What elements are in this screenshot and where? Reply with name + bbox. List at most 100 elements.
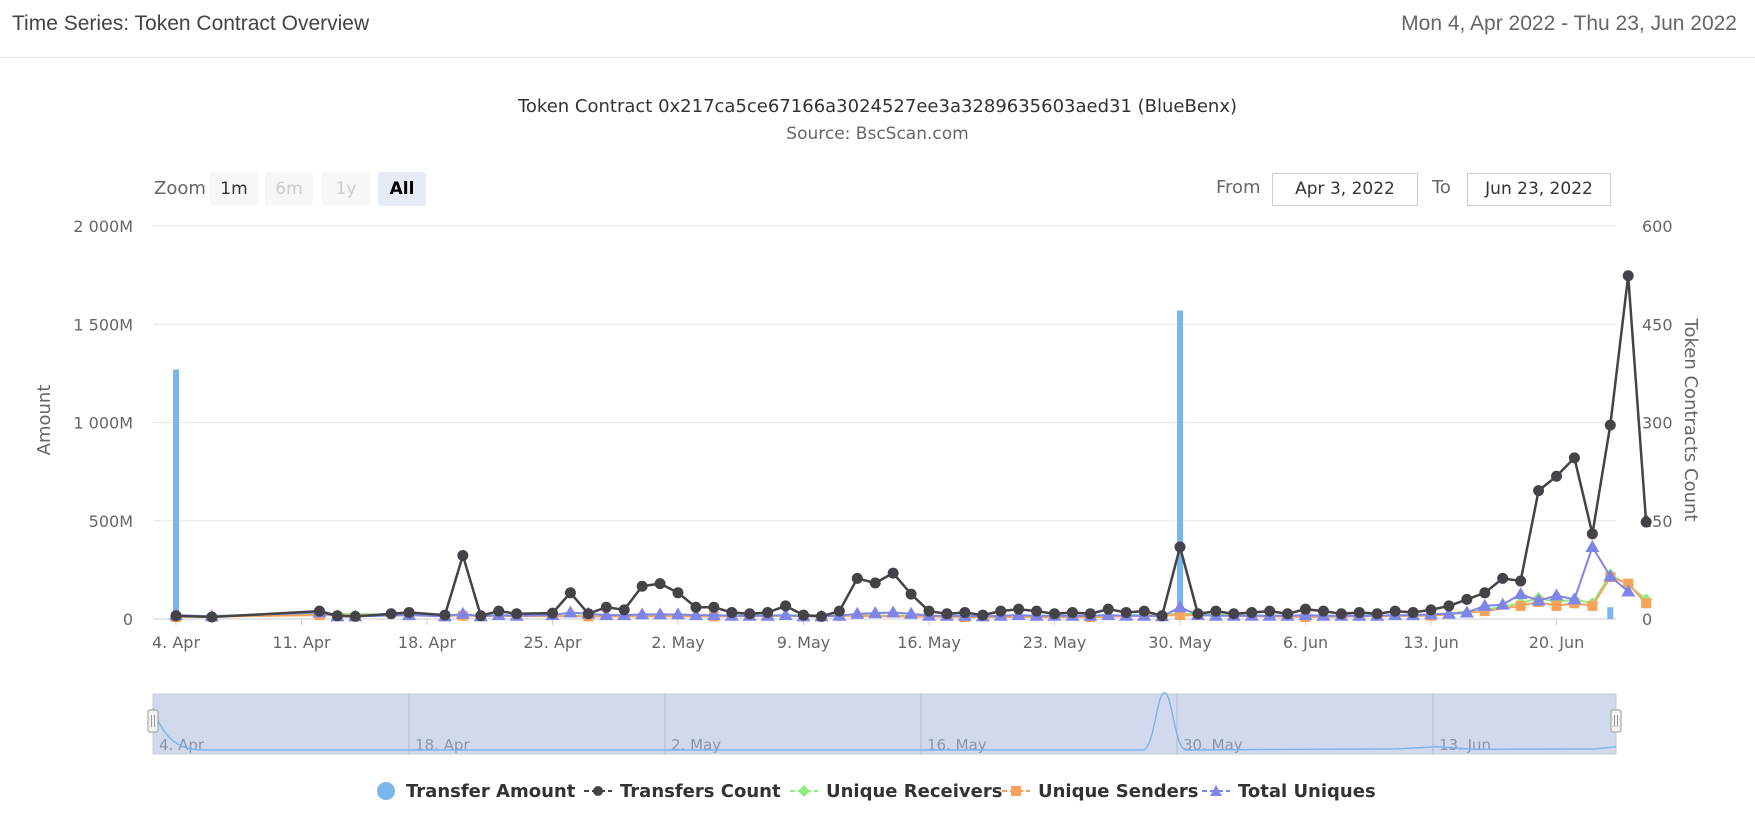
- total-uniques-point[interactable]: [1459, 605, 1474, 618]
- transfers-count-point[interactable]: [1515, 575, 1527, 587]
- legend-item-total-uniques[interactable]: Total Uniques: [1202, 776, 1376, 806]
- transfers-count-point[interactable]: [475, 610, 487, 622]
- total-uniques-point[interactable]: [671, 607, 685, 620]
- transfers-count-point[interactable]: [1192, 608, 1204, 620]
- transfers-count-point[interactable]: [600, 601, 612, 613]
- zoom-all-button[interactable]: All: [378, 172, 426, 206]
- transfers-count-point[interactable]: [1640, 516, 1652, 528]
- to-date-input[interactable]: Jun 23, 2022: [1467, 173, 1611, 206]
- transfers-count-point[interactable]: [618, 604, 630, 616]
- transfers-count-point[interactable]: [654, 578, 666, 590]
- total-uniques-point[interactable]: [1567, 592, 1582, 605]
- unique-senders-point[interactable]: [1515, 600, 1526, 611]
- transfers-count-point[interactable]: [923, 605, 935, 617]
- transfers-count-point[interactable]: [1174, 541, 1186, 553]
- transfers-count-point[interactable]: [1622, 270, 1634, 282]
- transfers-count-point[interactable]: [1031, 605, 1043, 617]
- unique-senders-point[interactable]: [1479, 606, 1490, 617]
- transfers-count-point[interactable]: [744, 608, 756, 620]
- transfers-count-point[interactable]: [1300, 603, 1311, 615]
- transfers-count-point[interactable]: [1066, 606, 1078, 618]
- from-date-input[interactable]: Apr 3, 2022: [1272, 173, 1418, 206]
- transfers-count-point[interactable]: [1533, 485, 1545, 497]
- navigator-mask[interactable]: [152, 693, 1617, 755]
- transfers-count-point[interactable]: [1138, 605, 1150, 617]
- transfers-count-point[interactable]: [1497, 572, 1509, 584]
- legend-item-transfer-amount[interactable]: Transfer Amount: [376, 776, 575, 806]
- transfers-count-point[interactable]: [385, 608, 397, 620]
- transfers-count-point[interactable]: [869, 577, 881, 589]
- total-uniques-point[interactable]: [1513, 587, 1528, 600]
- transfers-count-point[interactable]: [887, 567, 899, 579]
- transfers-count-point[interactable]: [636, 580, 648, 592]
- zoom-1y-button[interactable]: 1y: [322, 172, 370, 206]
- total-uniques-point[interactable]: [1441, 606, 1456, 619]
- transfers-count-point[interactable]: [1353, 606, 1365, 618]
- transfers-count-point[interactable]: [1317, 605, 1329, 617]
- navigator[interactable]: 4. Apr 18. Apr 2. May 16. May 30. May 13. Jun: [147, 692, 1622, 755]
- total-uniques-point[interactable]: [1477, 598, 1492, 611]
- transfers-count-point[interactable]: [1210, 605, 1222, 617]
- transfers-count-point[interactable]: [672, 587, 684, 599]
- transfers-count-point[interactable]: [1102, 603, 1114, 615]
- zoom-6m-button[interactable]: 6m: [265, 172, 313, 206]
- transfers-count-point[interactable]: [726, 606, 738, 618]
- total-uniques-point[interactable]: [1173, 600, 1187, 613]
- transfers-count-point[interactable]: [313, 605, 325, 617]
- total-uniques-point[interactable]: [563, 605, 578, 618]
- transfers-count-point[interactable]: [457, 549, 469, 561]
- transfers-count-point[interactable]: [995, 605, 1007, 617]
- transfers-count-point[interactable]: [1282, 608, 1294, 620]
- transfers-count-point[interactable]: [780, 600, 792, 612]
- transfers-count-point[interactable]: [1479, 587, 1491, 599]
- transfers-count-point[interactable]: [1586, 528, 1598, 540]
- legend-item-transfers-count[interactable]: Transfers Count: [584, 776, 781, 806]
- transfers-count-point[interactable]: [439, 609, 451, 621]
- transfers-count-point[interactable]: [493, 605, 505, 617]
- total-uniques-point[interactable]: [868, 606, 883, 619]
- transfers-count-point[interactable]: [1156, 610, 1168, 622]
- transfers-count-point[interactable]: [690, 601, 702, 613]
- legend-item-unique-senders[interactable]: Unique Senders: [1002, 776, 1198, 806]
- transfers-count-point[interactable]: [815, 610, 827, 622]
- transfers-count-point[interactable]: [564, 587, 576, 599]
- navigator-left-handle[interactable]: [147, 709, 159, 733]
- total-uniques-point[interactable]: [1603, 569, 1618, 582]
- unique-senders-point[interactable]: [1551, 600, 1562, 611]
- zoom-1m-button[interactable]: 1m: [210, 172, 258, 206]
- transfers-count-point[interactable]: [1013, 603, 1025, 615]
- transfers-count-point[interactable]: [941, 608, 953, 620]
- transfers-count-point[interactable]: [547, 607, 558, 619]
- transfers-count-point[interactable]: [1228, 608, 1240, 620]
- transfers-count-point[interactable]: [1264, 605, 1276, 617]
- transfers-count-point[interactable]: [1568, 452, 1580, 464]
- transfers-count-point[interactable]: [1604, 419, 1616, 431]
- transfers-count-point[interactable]: [762, 606, 774, 618]
- total-uniques-point[interactable]: [706, 608, 721, 621]
- total-uniques-point[interactable]: [599, 608, 614, 621]
- transfers-count-point[interactable]: [1551, 470, 1562, 482]
- transfers-count-point[interactable]: [511, 608, 523, 620]
- transfers-count-point[interactable]: [1120, 606, 1132, 618]
- unique-senders-point[interactable]: [1641, 598, 1652, 609]
- total-uniques-point[interactable]: [455, 606, 470, 619]
- transfers-count-point[interactable]: [905, 588, 917, 600]
- transfers-count-point[interactable]: [170, 610, 182, 622]
- transfers-count-point[interactable]: [1461, 593, 1473, 605]
- total-uniques-point[interactable]: [688, 608, 703, 621]
- total-uniques-point[interactable]: [1621, 584, 1636, 597]
- total-uniques-point[interactable]: [1585, 539, 1600, 552]
- transfers-count-point[interactable]: [403, 606, 415, 618]
- transfers-count-point[interactable]: [1389, 605, 1401, 617]
- transfers-count-point[interactable]: [977, 609, 989, 621]
- transfers-count-point[interactable]: [1335, 608, 1347, 620]
- transfers-count-point[interactable]: [349, 610, 361, 622]
- transfers-count-point[interactable]: [1049, 608, 1060, 620]
- total-uniques-point[interactable]: [886, 605, 901, 618]
- transfers-count-point[interactable]: [206, 611, 218, 623]
- legend-item-unique-receivers[interactable]: Unique Receivers: [790, 776, 1002, 806]
- total-uniques-point[interactable]: [635, 607, 650, 620]
- navigator-right-handle[interactable]: [1610, 709, 1622, 733]
- total-uniques-point[interactable]: [850, 606, 865, 619]
- transfers-count-point[interactable]: [1407, 606, 1419, 618]
